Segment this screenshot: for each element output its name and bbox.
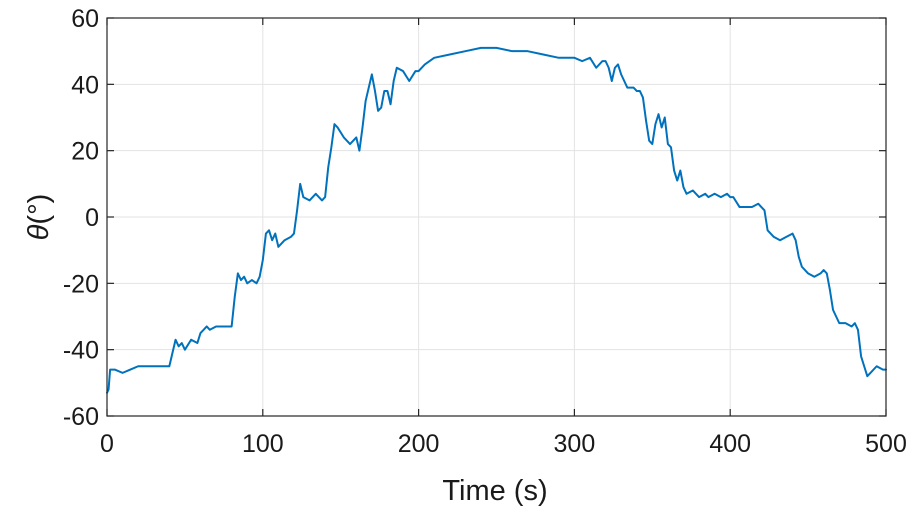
y-tick-label: 40 (71, 71, 99, 99)
y-axis-label-unit: (°) (23, 194, 55, 225)
y-tick-label: -20 (63, 270, 99, 298)
grid-lines (106, 17, 887, 417)
y-tick-label: 20 (71, 138, 99, 166)
x-tick-label: 0 (100, 430, 114, 458)
x-tick-label: 400 (709, 430, 751, 458)
x-tick-label: 100 (242, 430, 284, 458)
y-tick-label: -40 (63, 337, 99, 365)
y-tick-label: 0 (85, 204, 99, 232)
y-tick-label: -60 (63, 403, 99, 431)
x-tick-labels: 0 100 200 300 400 500 (100, 430, 907, 458)
y-tick-labels: -60 -40 -20 0 20 40 60 (63, 5, 99, 431)
series-line-0 (106, 46, 887, 394)
x-tick-label: 500 (865, 430, 907, 458)
series-layer (106, 46, 887, 394)
y-tick-label: 60 (71, 5, 99, 33)
x-tick-label: 200 (398, 430, 440, 458)
x-tick-label: 300 (554, 430, 596, 458)
x-axis-label: Time (s) (442, 475, 547, 507)
plot-frame (106, 17, 887, 417)
y-axis-label-symbol: θ (23, 224, 55, 240)
y-axis-label: θ(°) (23, 194, 55, 241)
